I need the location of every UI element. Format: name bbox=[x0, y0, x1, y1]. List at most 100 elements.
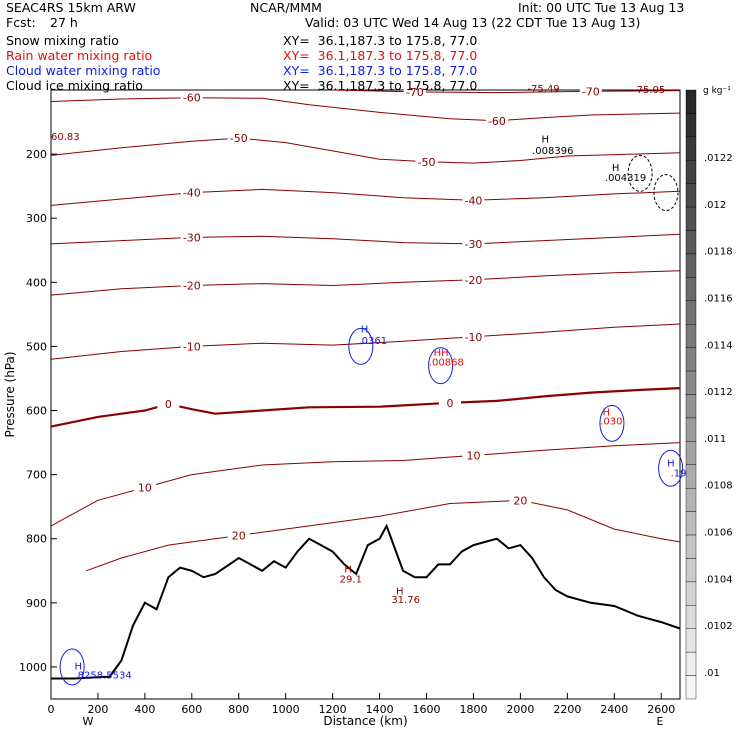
contour-label-7-1: 0 bbox=[446, 397, 453, 410]
y-tick-label-6: 800 bbox=[26, 533, 47, 546]
x-tick-label-7: 1400 bbox=[366, 703, 394, 716]
colorbar-label-8: .0106 bbox=[704, 528, 733, 539]
contour-label-bg bbox=[438, 396, 461, 408]
colorbar-swatch-25 bbox=[685, 675, 697, 700]
contour-label-bg bbox=[403, 85, 426, 97]
contour-label-bg bbox=[180, 279, 203, 291]
temperature-contour-8 bbox=[50, 442, 681, 527]
hydro-contour-0 bbox=[348, 327, 374, 365]
point-label-4: .008396 bbox=[532, 146, 573, 157]
contour-label-0-1: -70 bbox=[582, 85, 600, 98]
point-label-8: .0361 bbox=[358, 336, 387, 347]
colorbar-swatch-19 bbox=[685, 534, 697, 559]
field-rain-name: Rain water mixing ratio bbox=[6, 48, 153, 63]
colorbar-label-4: .0114 bbox=[704, 340, 733, 351]
valid-time: Valid: 03 UTC Wed 14 Aug 13 (22 CDT Tue … bbox=[305, 15, 641, 30]
x-tick-label-10: 2000 bbox=[506, 703, 534, 716]
contour-label-bg bbox=[579, 85, 602, 97]
temperature-contour-9 bbox=[86, 499, 681, 572]
colorbar-swatch-21 bbox=[685, 581, 697, 606]
x-tick-label-5: 1000 bbox=[272, 703, 300, 716]
y-tick-label-7: 900 bbox=[26, 597, 47, 610]
point-label-0: -75.49 bbox=[527, 84, 559, 95]
point-label-17: H bbox=[396, 587, 404, 598]
point-label-10: .00868 bbox=[429, 358, 464, 369]
contour-label-bg bbox=[227, 132, 250, 144]
contour-label-bg bbox=[415, 155, 438, 167]
hydro-contour-3 bbox=[658, 449, 684, 487]
contour-label-bg bbox=[180, 231, 203, 243]
x-tick-label-11: 2200 bbox=[553, 703, 581, 716]
colorbar-swatch-14 bbox=[685, 417, 697, 442]
contour-label-7-0: 0 bbox=[165, 398, 172, 411]
contour-label-2-0: -50 bbox=[230, 132, 248, 145]
x-tick-label-2: 400 bbox=[134, 703, 155, 716]
point-label-1: -75.05 bbox=[633, 85, 665, 96]
contour-label-8-0: 10 bbox=[138, 481, 152, 494]
contour-label-1-0: -60 bbox=[183, 92, 201, 105]
contour-label-0-0: -70 bbox=[406, 86, 424, 99]
temperature-contour-7 bbox=[50, 387, 681, 428]
colorbar-swatch-5 bbox=[685, 206, 697, 231]
point-label-6: .004319 bbox=[605, 173, 646, 184]
contour-label-9-1: 20 bbox=[513, 494, 527, 507]
point-label-14: .19 bbox=[671, 469, 687, 480]
west-endpoint-label: W bbox=[83, 715, 94, 728]
colorbar-swatch-18 bbox=[685, 511, 697, 536]
colorbar-label-0: .0122 bbox=[704, 153, 733, 164]
y-tick-label-4: 600 bbox=[26, 405, 47, 418]
plot-frame bbox=[50, 89, 681, 700]
point-label-15: H bbox=[344, 565, 352, 576]
x-tick-label-0: 0 bbox=[48, 703, 55, 716]
point-label-12: .030 bbox=[600, 417, 622, 428]
contour-label-4-1: -30 bbox=[464, 238, 482, 251]
y-tick-label-2: 400 bbox=[26, 276, 47, 289]
field-snow-xy: XY= 36.1,187.3 to 175.8, 77.0 bbox=[283, 33, 478, 48]
colorbar-swatch-23 bbox=[685, 628, 697, 653]
field-rain-xy: XY= 36.1,187.3 to 175.8, 77.0 bbox=[283, 48, 478, 63]
y-tick-label-5: 700 bbox=[26, 469, 47, 482]
hydrometeor-contours bbox=[59, 154, 684, 686]
model-title: SEAC4RS 15km ARW bbox=[6, 0, 136, 15]
contour-label-3-0: -40 bbox=[183, 187, 201, 200]
plot-border bbox=[50, 89, 681, 700]
colorbar-swatch-17 bbox=[685, 487, 697, 512]
field-cloud-ice-xy: XY= 36.1,187.3 to 175.8, 77.0 bbox=[283, 78, 478, 93]
colorbar-swatch-20 bbox=[685, 558, 697, 583]
contour-label-bg bbox=[462, 237, 485, 249]
colorbar-label-5: .0112 bbox=[704, 387, 733, 398]
colorbar-swatch-12 bbox=[685, 370, 697, 395]
contour-label-bg bbox=[227, 529, 250, 541]
x-axis-label: Distance (km) bbox=[323, 714, 407, 728]
contour-label-bg bbox=[133, 481, 156, 493]
field-cloud-water-xy: XY= 36.1,187.3 to 175.8, 77.0 bbox=[283, 63, 478, 78]
colorbar-swatch-10 bbox=[685, 324, 697, 348]
contour-label-bg bbox=[485, 114, 508, 126]
temperature-contour-1 bbox=[50, 97, 681, 122]
temperature-contour-0 bbox=[332, 89, 681, 94]
terrain-line bbox=[51, 523, 681, 680]
field-cloud-water-name: Cloud water mixing ratio bbox=[6, 63, 161, 78]
colorbar-swatch-6 bbox=[685, 230, 697, 255]
colorbar-label-9: .0104 bbox=[704, 574, 733, 585]
contour-label-bg bbox=[509, 494, 532, 506]
contour-label-9-0: 20 bbox=[232, 530, 246, 543]
hydro-contour-6 bbox=[653, 174, 679, 212]
contour-label-5-0: -20 bbox=[183, 280, 201, 293]
point-label-13: H bbox=[667, 458, 675, 469]
colorbar-label-2: .0118 bbox=[704, 247, 733, 258]
colorbar-swatch-1 bbox=[685, 113, 697, 138]
colorbar-swatch-8 bbox=[685, 277, 697, 302]
terrain-profile bbox=[51, 523, 681, 680]
hydro-contour-4 bbox=[59, 648, 85, 686]
colorbar-label-1: .012 bbox=[704, 200, 726, 211]
point-label-7: H bbox=[361, 324, 369, 335]
contour-label-2-1: -50 bbox=[418, 156, 436, 169]
point-label-19: H bbox=[74, 662, 82, 673]
field-cloud-ice-name: Cloud ice mixing ratio bbox=[6, 78, 143, 93]
temperature-contour-4 bbox=[50, 233, 681, 245]
colorbar-label-3: .0116 bbox=[704, 293, 733, 304]
hydro-contour-2 bbox=[599, 404, 625, 442]
colorbar-swatch-3 bbox=[685, 160, 697, 184]
y-tick-label-0: 200 bbox=[26, 148, 47, 161]
